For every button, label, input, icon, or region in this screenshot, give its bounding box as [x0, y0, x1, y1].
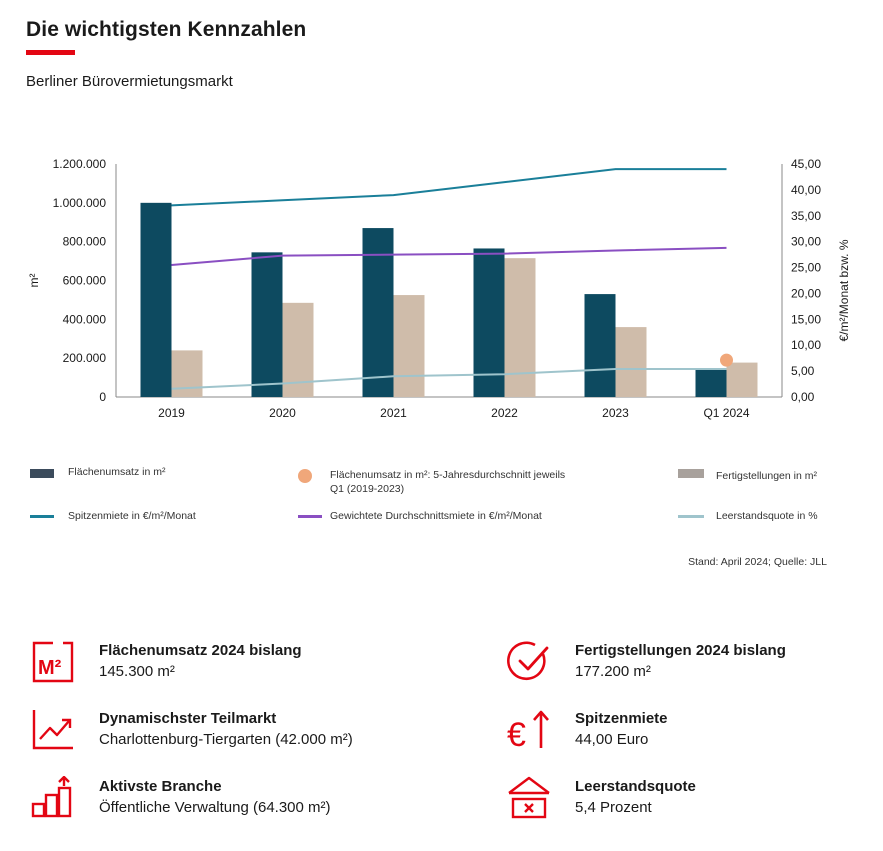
bar-fertigstellungen [171, 350, 203, 397]
x-tick-label: 2023 [602, 406, 629, 420]
x-tick-label: 2019 [158, 406, 185, 420]
bar-flaechenumsatz [695, 368, 727, 397]
kpi-label: Aktivste Branche [99, 778, 222, 795]
line-spitzenmiete [171, 168, 727, 207]
kpi-value: Öffentliche Verwaltung (64.300 m²) [99, 799, 331, 816]
bar-flaechenumsatz [251, 252, 283, 397]
kpi-label: Dynamischster Teilmarkt [99, 710, 277, 727]
y-tick-label-right: 5,00 [791, 364, 815, 378]
y-tick-label-right: 25,00 [791, 261, 821, 275]
bar-flaechenumsatz [473, 248, 505, 397]
kpi-value: 177.200 m² [575, 663, 651, 680]
kpi-value: 44,00 Euro [575, 731, 649, 748]
y-tick-label-left: 0 [99, 390, 106, 404]
kpi-label: Spitzenmiete [575, 710, 668, 727]
bar-fertigstellungen [615, 327, 647, 397]
legend-swatch-leerstand [678, 515, 704, 518]
source-note: Stand: April 2024; Quelle: JLL [688, 556, 827, 568]
y-tick-label-right: 40,00 [791, 183, 821, 197]
legend-swatch-durchschnitt [298, 515, 322, 518]
y-tick-label-left: 200.000 [63, 351, 107, 365]
m2-square-icon: M² [32, 641, 74, 683]
kpi-label: Leerstandsquote [575, 778, 696, 795]
kpi-value: 145.300 m² [99, 663, 175, 680]
y-tick-label-left: 400.000 [63, 312, 107, 326]
page-subtitle: Berliner Bürovermietungsmarkt [26, 73, 233, 90]
legend-label-durchschnitt: Gewichtete Durchschnittsmiete in €/m²/Mo… [330, 510, 542, 522]
legend-label-leerstand: Leerstandsquote in % [716, 510, 818, 522]
bar-flaechenumsatz [362, 228, 394, 397]
line-durchschnittsmiete [171, 246, 727, 266]
y-tick-label-left: 1.200.000 [53, 157, 107, 171]
kpi-label: Flächenumsatz 2024 bislang [99, 642, 302, 659]
point-5-jahresdurchschnitt [720, 353, 733, 367]
legend-swatch-spitze [30, 515, 54, 518]
legend-swatch-fertig [678, 469, 704, 478]
chart: 1.200.000 1.000.000 800.000 600.000 400.000 2… [27, 157, 851, 420]
trend-up-icon [32, 710, 73, 750]
y-axis-label-left: m² [27, 274, 41, 288]
x-tick-label: Q1 2024 [703, 406, 749, 420]
x-tick-label: 2020 [269, 406, 296, 420]
y-tick-label-right: 10,00 [791, 338, 821, 352]
bar-flaechenumsatz [140, 202, 172, 397]
bar-flaechenumsatz [584, 294, 616, 397]
y-tick-label-left: 800.000 [63, 235, 107, 249]
title-accent-bar [26, 50, 75, 55]
check-circle-icon [507, 641, 549, 681]
y-tick-label-left: 1.000.000 [53, 196, 107, 210]
y-tick-label-right: 20,00 [791, 286, 821, 300]
euro-up-icon: € [507, 710, 549, 752]
kpi-value: 5,4 Prozent [575, 799, 652, 816]
legend-label-avg: Flächenumsatz in m²: 5-Jahresdurchschnit… [330, 469, 566, 495]
legend-label-spitze: Spitzenmiete in €/m²/Monat [68, 510, 196, 522]
page-title: Die wichtigsten Kennzahlen [26, 18, 307, 41]
legend-label-fertig: Fertigstellungen in m² [716, 470, 817, 482]
kpi-value: Charlottenburg-Tiergarten (42.000 m²) [99, 731, 353, 748]
y-tick-label-right: 45,00 [791, 157, 821, 171]
y-tick-label-left: 600.000 [63, 274, 107, 288]
y-tick-label-right: 15,00 [791, 312, 821, 326]
y-tick-label-right: 0,00 [791, 390, 815, 404]
x-tick-label: 2021 [380, 406, 407, 420]
legend-swatch-avg-dot [298, 469, 312, 483]
legend-swatch-umsatz [30, 469, 54, 478]
svg-text:€: € [507, 716, 526, 752]
legend-label-umsatz: Flächenumsatz in m² [68, 466, 166, 478]
line-leerstandsquote [171, 368, 727, 390]
x-tick-label: 2022 [491, 406, 518, 420]
y-tick-label-right: 35,00 [791, 209, 821, 223]
y-tick-label-right: 30,00 [791, 235, 821, 249]
kpi-label: Fertigstellungen 2024 bislang [575, 642, 786, 659]
bar-growth-icon [31, 776, 72, 818]
bar-fertigstellungen [726, 362, 758, 397]
vacancy-sign-icon [508, 776, 550, 819]
bar-fertigstellungen [504, 258, 536, 397]
svg-text:M²: M² [38, 657, 62, 679]
bar-fertigstellungen [393, 295, 425, 397]
y-axis-label-right: €/m²/Monat bzw. % [837, 239, 851, 341]
